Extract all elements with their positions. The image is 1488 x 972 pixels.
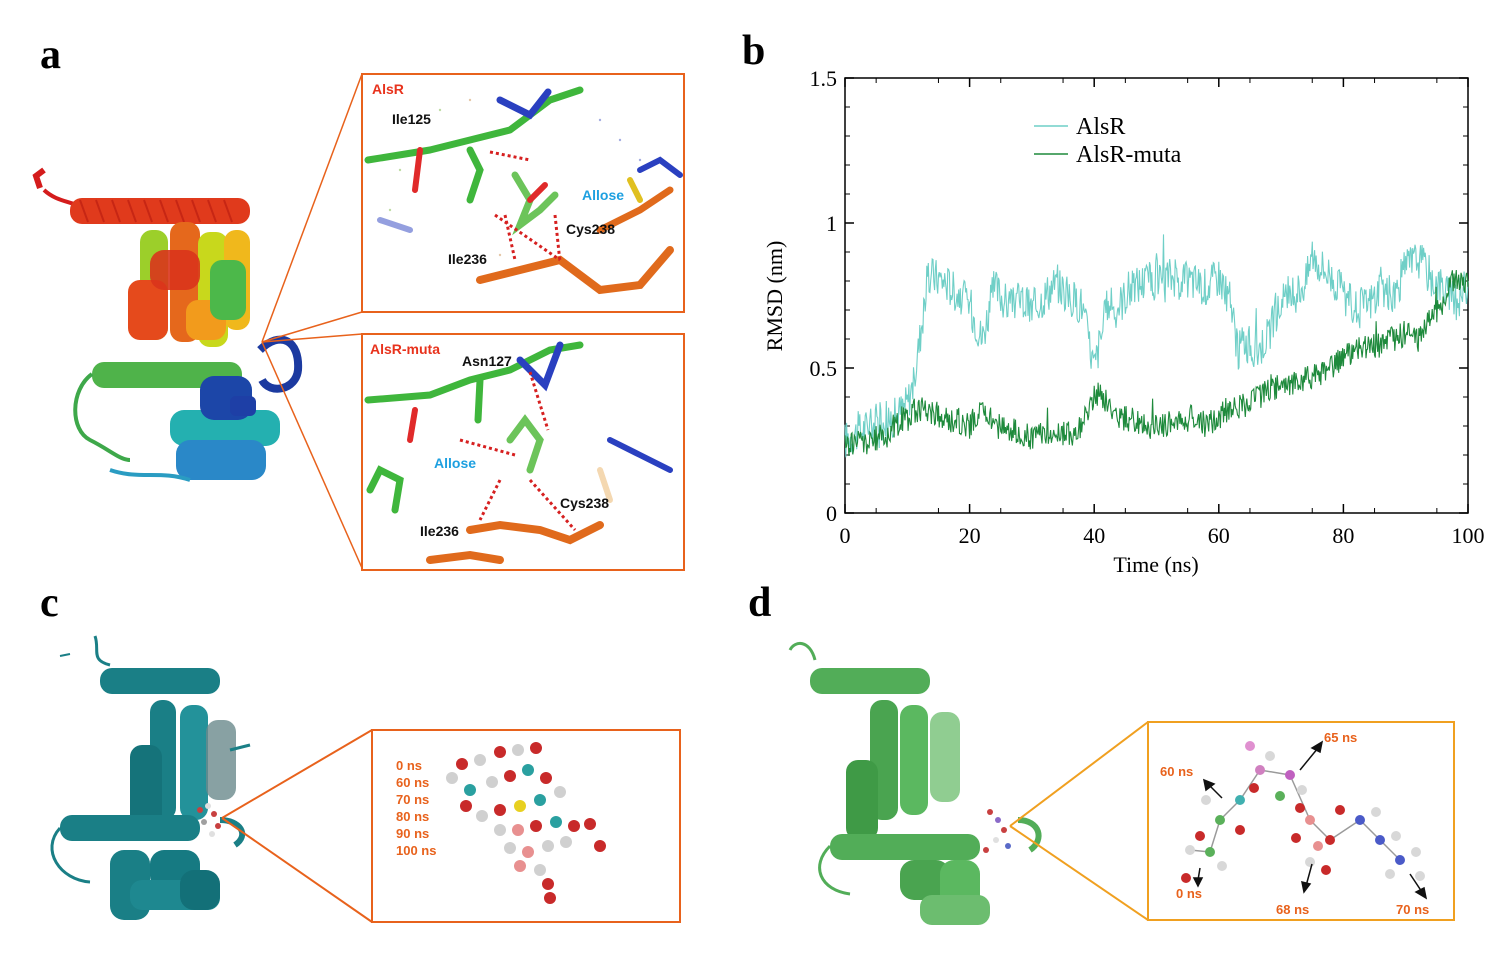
panel-letter-c: c: [40, 580, 59, 626]
time-label-80ns-c: 80 ns: [396, 809, 429, 824]
y-tick-label: 0: [826, 501, 837, 526]
inset-title-alsr-muta: AlsR-muta: [370, 341, 440, 357]
inset-alsr-muta: AlsR-muta Asn127 Allose Cys238 Ile236: [361, 333, 685, 571]
x-tick-label: 60: [1208, 523, 1230, 548]
ligand-label-allose-top: Allose: [582, 187, 624, 203]
callout-line-c-1: [221, 729, 373, 819]
callout-line-d-2: [1009, 825, 1149, 921]
x-tick-label: 40: [1083, 523, 1105, 548]
time-label-60ns-d: 60 ns: [1160, 764, 1193, 779]
chart-x-axis-label: Time (ns): [1113, 552, 1198, 577]
teal-protein-cartoon: [50, 635, 251, 920]
callout-line-d-1: [1009, 721, 1149, 827]
callout-line-bottom-1: [261, 333, 363, 343]
residue-label-ile125: Ile125: [392, 111, 431, 127]
inset-alsr: AlsR Ile125 Allose Cys238 Ile236: [361, 73, 685, 313]
time-label-0ns-c: 0 ns: [396, 758, 422, 773]
trajectory-arrows-d: [1192, 740, 1428, 900]
chart-legend: AlsR AlsR-muta: [1034, 114, 1182, 168]
y-tick-label: 1.5: [810, 66, 838, 91]
ligand-cluster-small-d: [983, 809, 1011, 853]
ligand-overlay-c: [446, 742, 606, 904]
time-label-0ns-d: 0 ns: [1176, 886, 1202, 901]
surface-dots: [388, 98, 642, 272]
panel-d: 0 ns 60 ns 65 ns 68 ns 70 ns: [788, 641, 1455, 925]
chart-series: [844, 234, 1469, 458]
x-tick-label: 100: [1452, 523, 1485, 548]
panel-c: 0 ns 60 ns 70 ns 80 ns 90 ns 100 ns: [50, 635, 681, 923]
time-label-100ns-c: 100 ns: [396, 843, 436, 858]
inset-d: [1147, 721, 1455, 921]
hydrogen-bonds-bottom: [459, 371, 577, 532]
rainbow-protein-cartoon: [32, 167, 303, 482]
panel-letter-b: b: [742, 28, 766, 74]
y-tick-label: 1: [826, 211, 837, 236]
callout-line-bottom-2: [261, 341, 363, 569]
green-protein-cartoon: [788, 641, 1042, 925]
time-label-68ns-d: 68 ns: [1276, 902, 1309, 917]
panel-letter-a: a: [40, 32, 61, 78]
chart-y-axis-label: RMSD (nm): [762, 241, 787, 352]
callout-line-top-1: [261, 73, 363, 343]
time-label-70ns-c: 70 ns: [396, 792, 429, 807]
hydrogen-bonds-top: [489, 150, 562, 263]
y-tick-label: 0.5: [810, 356, 838, 381]
time-legend-c: 0 ns 60 ns 70 ns 80 ns 90 ns 100 ns: [396, 758, 436, 858]
ligand-trajectory-d: [1181, 741, 1425, 883]
callout-line-top-2: [261, 311, 363, 343]
x-tick-label: 80: [1332, 523, 1354, 548]
legend-label-alsr-muta: AlsR-muta: [1076, 142, 1182, 168]
panel-letter-d: d: [748, 580, 772, 626]
chart-ticks: 0 20 40 60 80 100 0 0.5 1 1.5: [810, 66, 1485, 548]
x-tick-label: 0: [840, 523, 851, 548]
series-line-alsr-muta: [844, 269, 1469, 456]
time-label-90ns-c: 90 ns: [396, 826, 429, 841]
rmsd-chart: 0 20 40 60 80 100 0 0.5 1 1.5 Time (ns) RMSD (nm)…: [762, 66, 1485, 577]
inset-title-alsr: AlsR: [372, 81, 404, 97]
x-tick-label: 20: [959, 523, 981, 548]
residue-label-ile236-bottom: Ile236: [420, 523, 459, 539]
residue-label-cys238-top: Cys238: [566, 221, 615, 237]
time-label-65ns-d: 65 ns: [1324, 730, 1357, 745]
time-label-70ns-d: 70 ns: [1396, 902, 1429, 917]
series-line-alsr: [844, 234, 1469, 458]
ligand-cluster-small-c: [197, 803, 221, 837]
ligand-label-allose-bottom: Allose: [434, 455, 476, 471]
residue-label-ile236-top: Ile236: [448, 251, 487, 267]
legend-label-alsr: AlsR: [1076, 114, 1125, 140]
panel-a: AlsR Ile125 Allose Cys238 Ile236 AlsR-mu…: [32, 73, 685, 571]
residue-label-asn127: Asn127: [462, 353, 512, 369]
residue-label-cys238-bottom: Cys238: [560, 495, 609, 511]
time-label-60ns-c: 60 ns: [396, 775, 429, 790]
inset-c: [371, 729, 681, 923]
callout-line-c-2: [221, 817, 373, 923]
